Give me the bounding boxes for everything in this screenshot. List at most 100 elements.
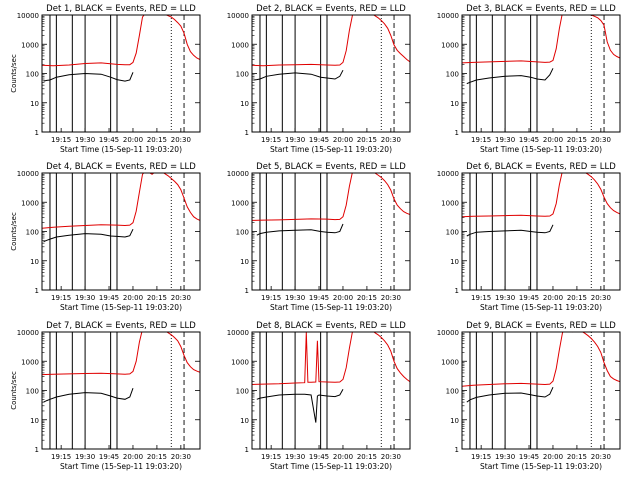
y-tick-label: 10000 <box>437 329 459 337</box>
x-axis-label: Start Time (15-Sep-11 19:03:20) <box>270 462 392 471</box>
x-tick-label: 19:30 <box>285 136 305 144</box>
y-tick-label: 10 <box>30 417 39 425</box>
plot-frame <box>251 331 411 450</box>
x-tick-label: 20:30 <box>171 453 191 461</box>
x-tick-label: 19:30 <box>495 294 515 302</box>
x-tick-label: 19:15 <box>51 136 71 144</box>
x-axis-label: Start Time (15-Sep-11 19:03:20) <box>270 145 392 154</box>
y-tick-label: 100 <box>446 388 459 396</box>
y-tick-label: 10 <box>240 258 249 266</box>
y-tick-label: 1000 <box>21 41 39 49</box>
y-tick-label: 10000 <box>437 12 459 20</box>
panel-title: Det 5, BLACK = Events, RED = LLD <box>256 162 406 172</box>
panel-title: Det 6, BLACK = Events, RED = LLD <box>466 162 616 172</box>
y-tick-label: 100 <box>26 388 39 396</box>
x-tick-label: 20:00 <box>123 294 143 302</box>
x-tick-label: 20:30 <box>171 136 191 144</box>
detector-panel: Det 5, BLACK = Events, RED = LLD 1 10 100 10… <box>227 162 411 312</box>
y-tick-label: 1 <box>35 129 39 137</box>
x-tick-label: 20:15 <box>147 294 167 302</box>
x-tick-label: 20:15 <box>567 294 587 302</box>
lld-series-line <box>42 15 200 67</box>
panel-title: Det 9, BLACK = Events, RED = LLD <box>466 321 616 331</box>
detector-panel: Det 7, BLACK = Events, RED = LLD 1 10 100 10… <box>10 321 201 471</box>
plot-frame <box>251 14 411 133</box>
y-tick-label: 100 <box>446 71 459 79</box>
y-tick-label: 1 <box>35 287 39 295</box>
panel-title: Det 8, BLACK = Events, RED = LLD <box>256 321 406 331</box>
events-series-line <box>466 224 554 237</box>
x-tick-label: 20:15 <box>147 453 167 461</box>
y-tick-label: 100 <box>446 229 459 237</box>
y-tick-label: 10000 <box>227 329 249 337</box>
x-tick-label: 19:15 <box>51 453 71 461</box>
x-tick-label: 19:45 <box>99 453 119 461</box>
lld-series-line <box>252 173 410 221</box>
plot-frame <box>41 172 201 291</box>
y-tick-label: 10000 <box>17 12 39 20</box>
x-tick-label: 20:30 <box>381 453 401 461</box>
y-tick-label: 1000 <box>21 358 39 366</box>
x-tick-label: 19:15 <box>471 294 491 302</box>
y-tick-label: 1 <box>245 129 249 137</box>
x-tick-label: 19:45 <box>309 294 329 302</box>
x-tick-label: 20:00 <box>333 453 353 461</box>
x-tick-label: 19:45 <box>519 294 539 302</box>
plot-frame <box>461 172 621 291</box>
x-tick-label: 19:15 <box>471 136 491 144</box>
x-tick-label: 19:30 <box>285 453 305 461</box>
x-tick-label: 20:15 <box>567 453 587 461</box>
x-axis-label: Start Time (15-Sep-11 19:03:20) <box>60 462 182 471</box>
y-tick-label: 10000 <box>17 329 39 337</box>
detector-panel: Det 6, BLACK = Events, RED = LLD 1 10 100 10… <box>437 162 621 312</box>
y-tick-label: 1 <box>455 287 459 295</box>
x-axis-label: Start Time (15-Sep-11 19:03:20) <box>480 303 602 312</box>
y-tick-label: 1 <box>35 446 39 454</box>
y-axis-label: Counts/sec <box>10 371 18 410</box>
x-tick-label: 20:15 <box>147 136 167 144</box>
x-tick-label: 19:45 <box>309 136 329 144</box>
detector-panel: Det 2, BLACK = Events, RED = LLD 1 10 100 10… <box>227 4 411 154</box>
y-axis-label: Counts/sec <box>10 54 18 93</box>
x-tick-label: 20:15 <box>357 453 377 461</box>
x-tick-label: 19:15 <box>471 453 491 461</box>
lld-series-line <box>252 332 410 385</box>
y-tick-label: 1000 <box>231 358 249 366</box>
plot-frame <box>461 331 621 450</box>
x-tick-label: 20:15 <box>567 136 587 144</box>
x-tick-label: 19:45 <box>519 453 539 461</box>
panel-title: Det 4, BLACK = Events, RED = LLD <box>46 162 196 172</box>
x-tick-label: 20:30 <box>381 136 401 144</box>
detector-panel: Det 3, BLACK = Events, RED = LLD 1 10 100 10… <box>437 4 621 154</box>
panel-title: Det 3, BLACK = Events, RED = LLD <box>466 4 616 14</box>
lld-series-line <box>42 332 200 376</box>
x-tick-label: 19:45 <box>99 294 119 302</box>
events-series-line <box>256 389 344 423</box>
x-tick-label: 20:30 <box>591 294 611 302</box>
plot-frame <box>461 14 621 133</box>
x-tick-label: 19:15 <box>261 453 281 461</box>
y-tick-label: 1000 <box>231 41 249 49</box>
y-tick-label: 1 <box>245 287 249 295</box>
y-tick-label: 10000 <box>17 170 39 178</box>
y-tick-label: 10000 <box>227 170 249 178</box>
y-tick-label: 1000 <box>21 199 39 207</box>
y-tick-label: 1 <box>245 446 249 454</box>
panel-title: Det 7, BLACK = Events, RED = LLD <box>46 321 196 331</box>
x-tick-label: 20:30 <box>591 453 611 461</box>
x-tick-label: 20:30 <box>381 294 401 302</box>
y-tick-label: 10 <box>240 100 249 108</box>
plot-frame <box>41 331 201 450</box>
y-tick-label: 1000 <box>441 41 459 49</box>
detector-panel: Det 1, BLACK = Events, RED = LLD 1 10 100 10… <box>10 4 201 154</box>
events-series-line <box>466 68 554 85</box>
y-tick-label: 100 <box>236 388 249 396</box>
lld-series-line <box>462 173 620 218</box>
x-tick-label: 20:00 <box>543 453 563 461</box>
lld-series-line <box>42 173 200 229</box>
y-tick-label: 1000 <box>441 358 459 366</box>
events-series-line <box>43 228 134 243</box>
y-tick-label: 1 <box>455 446 459 454</box>
x-tick-label: 19:30 <box>75 294 95 302</box>
